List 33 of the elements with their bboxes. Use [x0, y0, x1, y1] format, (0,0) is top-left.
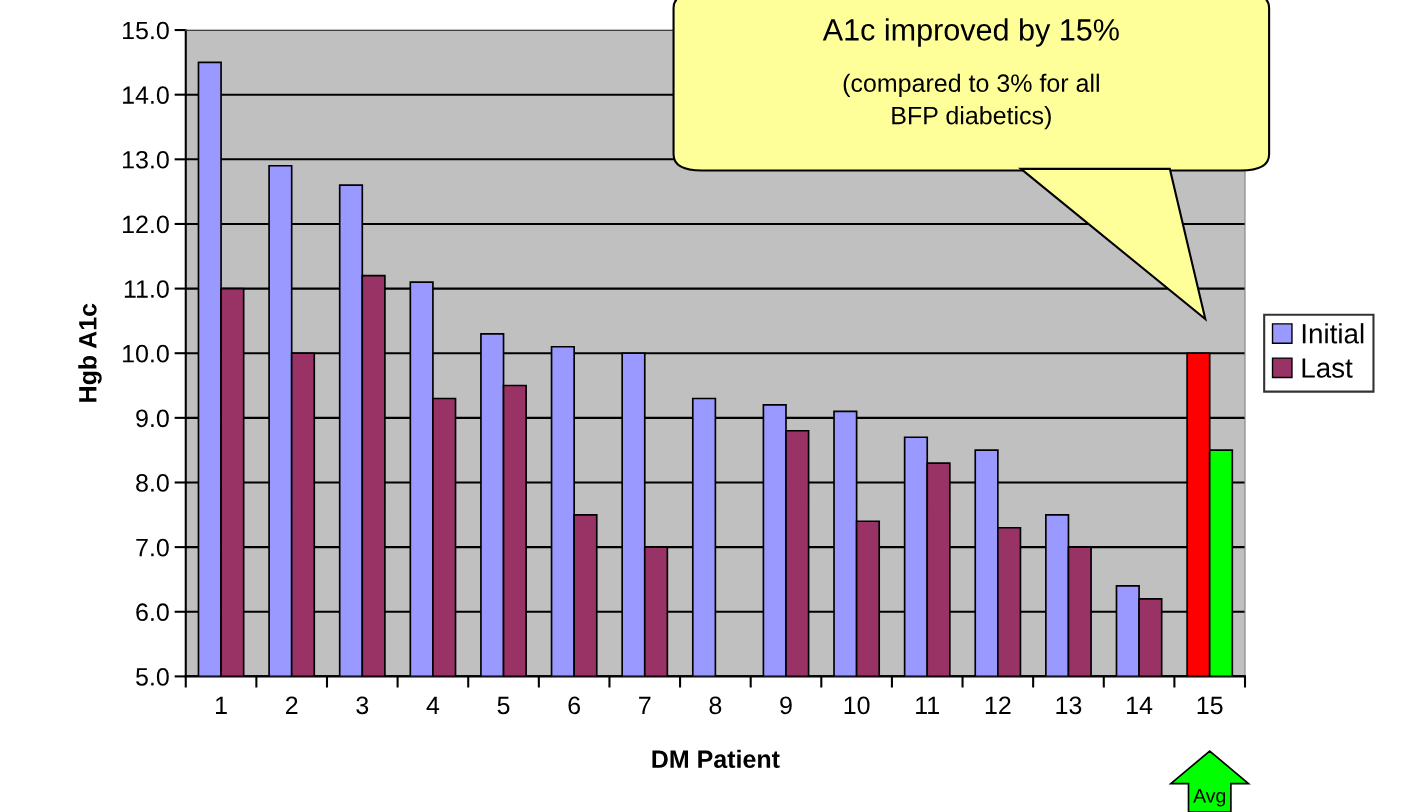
x-tick-label: 9: [780, 696, 792, 715]
y-tick-label: 5.0: [136, 668, 169, 686]
text: Avg: [1193, 789, 1226, 807]
y-tick-label: 6.0: [136, 603, 169, 622]
x-tick-label: 10: [844, 696, 870, 715]
x-tick-label: 15: [1197, 696, 1223, 715]
y-tick-label: 8.0: [136, 474, 169, 492]
legend-label: Initial: [1302, 323, 1364, 344]
x-tick-label: 12: [985, 696, 1011, 714]
annotation: A1c improved by 15%: [822, 18, 1119, 47]
y-tick-label: 9.0: [136, 409, 169, 428]
y-tick-label: 15.0: [123, 21, 169, 40]
y-tick-label: 11.0: [124, 280, 169, 298]
x-tick-label: 5: [497, 696, 510, 715]
x-tick-label: 2: [285, 696, 298, 714]
x-tick-label: 6: [568, 696, 580, 715]
x-tick-label: 7: [639, 696, 651, 714]
y-tick-label: 14.0: [123, 86, 169, 104]
y-tick-label: 7.0: [136, 538, 169, 557]
y-axis-title: Hgb A1c: [78, 303, 102, 402]
x-tick-label: 3: [356, 696, 369, 715]
x-tick-label: 13: [1056, 696, 1082, 715]
y-tick-label: 12.0: [123, 215, 169, 234]
x-tick-label: 1: [216, 696, 227, 714]
x-tick-label: 4: [426, 696, 440, 714]
x-tick-label: 11: [916, 696, 939, 714]
y-tick-label: 13.0: [123, 150, 169, 169]
x-tick-label: 14: [1127, 696, 1153, 714]
annotation: (compared to 3% for all BFP diabetics): [843, 73, 1099, 130]
x-tick-label: 8: [709, 696, 722, 715]
y-tick-label: 10.0: [123, 344, 169, 363]
legend-label: Last: [1302, 358, 1353, 378]
x-axis-title: DM Patient: [652, 749, 780, 769]
